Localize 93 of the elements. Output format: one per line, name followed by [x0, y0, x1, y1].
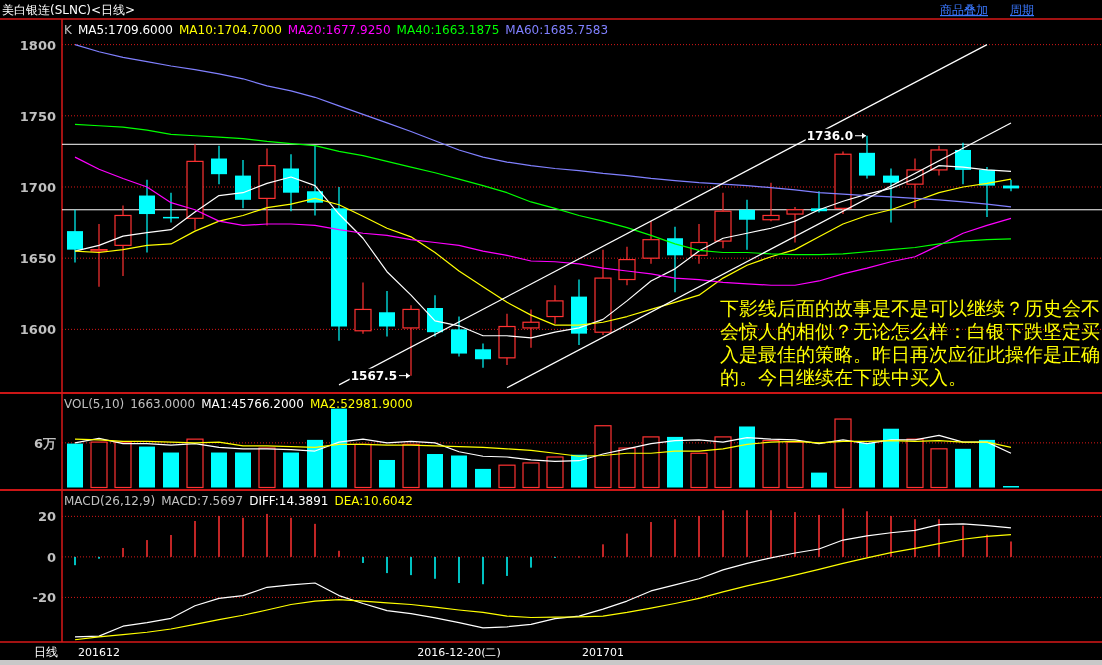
bar [186, 438, 204, 489]
text: MA10:1704.7000 [179, 23, 282, 37]
bar [714, 436, 732, 489]
annotation: 下影线后面的故事是不是可以继续？历史会不会惊人的相似？无论怎么样：白银下跌坚定买入是最佳的策略。昨日再次应征此操作是正确的。今日继续在下跌中买入。 [720, 297, 1101, 389]
candlestick [379, 290, 395, 338]
candlestick [475, 343, 491, 369]
bar [522, 462, 540, 489]
y-tick-label: 1700 [19, 179, 56, 195]
series-label: MACD:7.5697 [161, 494, 244, 508]
text: DEA:10.6042 [334, 494, 413, 508]
bar [955, 448, 971, 488]
bar [498, 464, 516, 489]
chart-title: 美白银连(SLNC)<日线> [2, 3, 136, 17]
text: 日线 [34, 645, 58, 659]
x-tick-label: 201701 [582, 646, 624, 659]
bar [258, 447, 276, 489]
candlestick [883, 167, 899, 224]
bar [930, 448, 948, 489]
text: MA2:52981.9000 [309, 397, 413, 411]
bar [979, 439, 995, 488]
bar [211, 452, 227, 488]
line-series [74, 123, 1012, 256]
bar [739, 426, 755, 488]
chart-title: MACD(26,12,9) [64, 494, 156, 508]
y-tick-label: 20 [37, 509, 56, 525]
bar [139, 446, 155, 488]
candlestick [139, 179, 155, 254]
candlestick [739, 199, 755, 251]
chart-title: VOL(5,10) [64, 397, 125, 411]
bar [354, 443, 372, 489]
candlestick [354, 281, 372, 335]
text: 1663.0000 [130, 397, 196, 411]
y-tick-label: 6万 [33, 435, 56, 451]
candlestick [642, 220, 660, 265]
candlestick [90, 223, 108, 288]
text: DIFF:14.3891 [249, 494, 329, 508]
annotation: K [64, 23, 73, 37]
bar [594, 425, 612, 489]
text: MA40:1663.1875 [396, 23, 500, 37]
bar [811, 472, 827, 488]
bar [235, 452, 251, 488]
candlestick [618, 246, 636, 286]
text: 周期 [1010, 3, 1034, 17]
y-tick-label: 0 [46, 549, 56, 565]
bar [690, 452, 708, 489]
bar [475, 468, 491, 488]
line-series [74, 44, 1012, 208]
bar [331, 408, 347, 488]
bar [834, 418, 852, 489]
y-tick-label: -20 [32, 590, 56, 606]
bar [883, 428, 899, 488]
bar [427, 454, 443, 488]
candlestick [667, 226, 683, 293]
bar [762, 440, 780, 489]
text: MA5:1709.6000 [77, 23, 174, 37]
y-tick-label: 1600 [19, 322, 56, 338]
line-series [74, 156, 1012, 286]
text: 商品叠加 [940, 3, 988, 17]
candlestick [67, 209, 83, 264]
bar [546, 456, 564, 489]
bar [642, 436, 660, 489]
candlestick [786, 206, 804, 244]
annotation: 1736.0 [806, 128, 853, 143]
bar [451, 455, 467, 488]
bar [786, 441, 804, 489]
text: MA60:1685.7583 [505, 23, 609, 37]
bar [90, 441, 108, 489]
candlestick [955, 142, 971, 185]
bar [307, 439, 323, 488]
candlestick [522, 308, 540, 349]
bar [114, 441, 132, 489]
bar [571, 454, 587, 488]
text: MA1:45766.2000 [201, 397, 304, 411]
y-tick-label: 1750 [19, 108, 56, 124]
candlestick [979, 166, 995, 218]
bar [402, 443, 420, 489]
bar [906, 438, 924, 489]
y-tick-label: 1650 [19, 251, 56, 267]
annotation: 1567.5 [350, 368, 397, 383]
bar [67, 443, 83, 488]
candlestick [762, 182, 780, 222]
y-tick-label: 1800 [19, 37, 56, 53]
x-tick-label: 201612 [78, 646, 120, 659]
bar [859, 442, 875, 488]
text: MA20:1677.9250 [287, 23, 391, 37]
bar [379, 459, 395, 488]
bar [163, 452, 179, 488]
bar [618, 447, 636, 489]
candlestick [211, 145, 227, 185]
bar [667, 436, 683, 488]
candlestick [546, 284, 564, 325]
bar [283, 452, 299, 488]
x-tick-label: 2016-12-20(二) [417, 646, 501, 659]
